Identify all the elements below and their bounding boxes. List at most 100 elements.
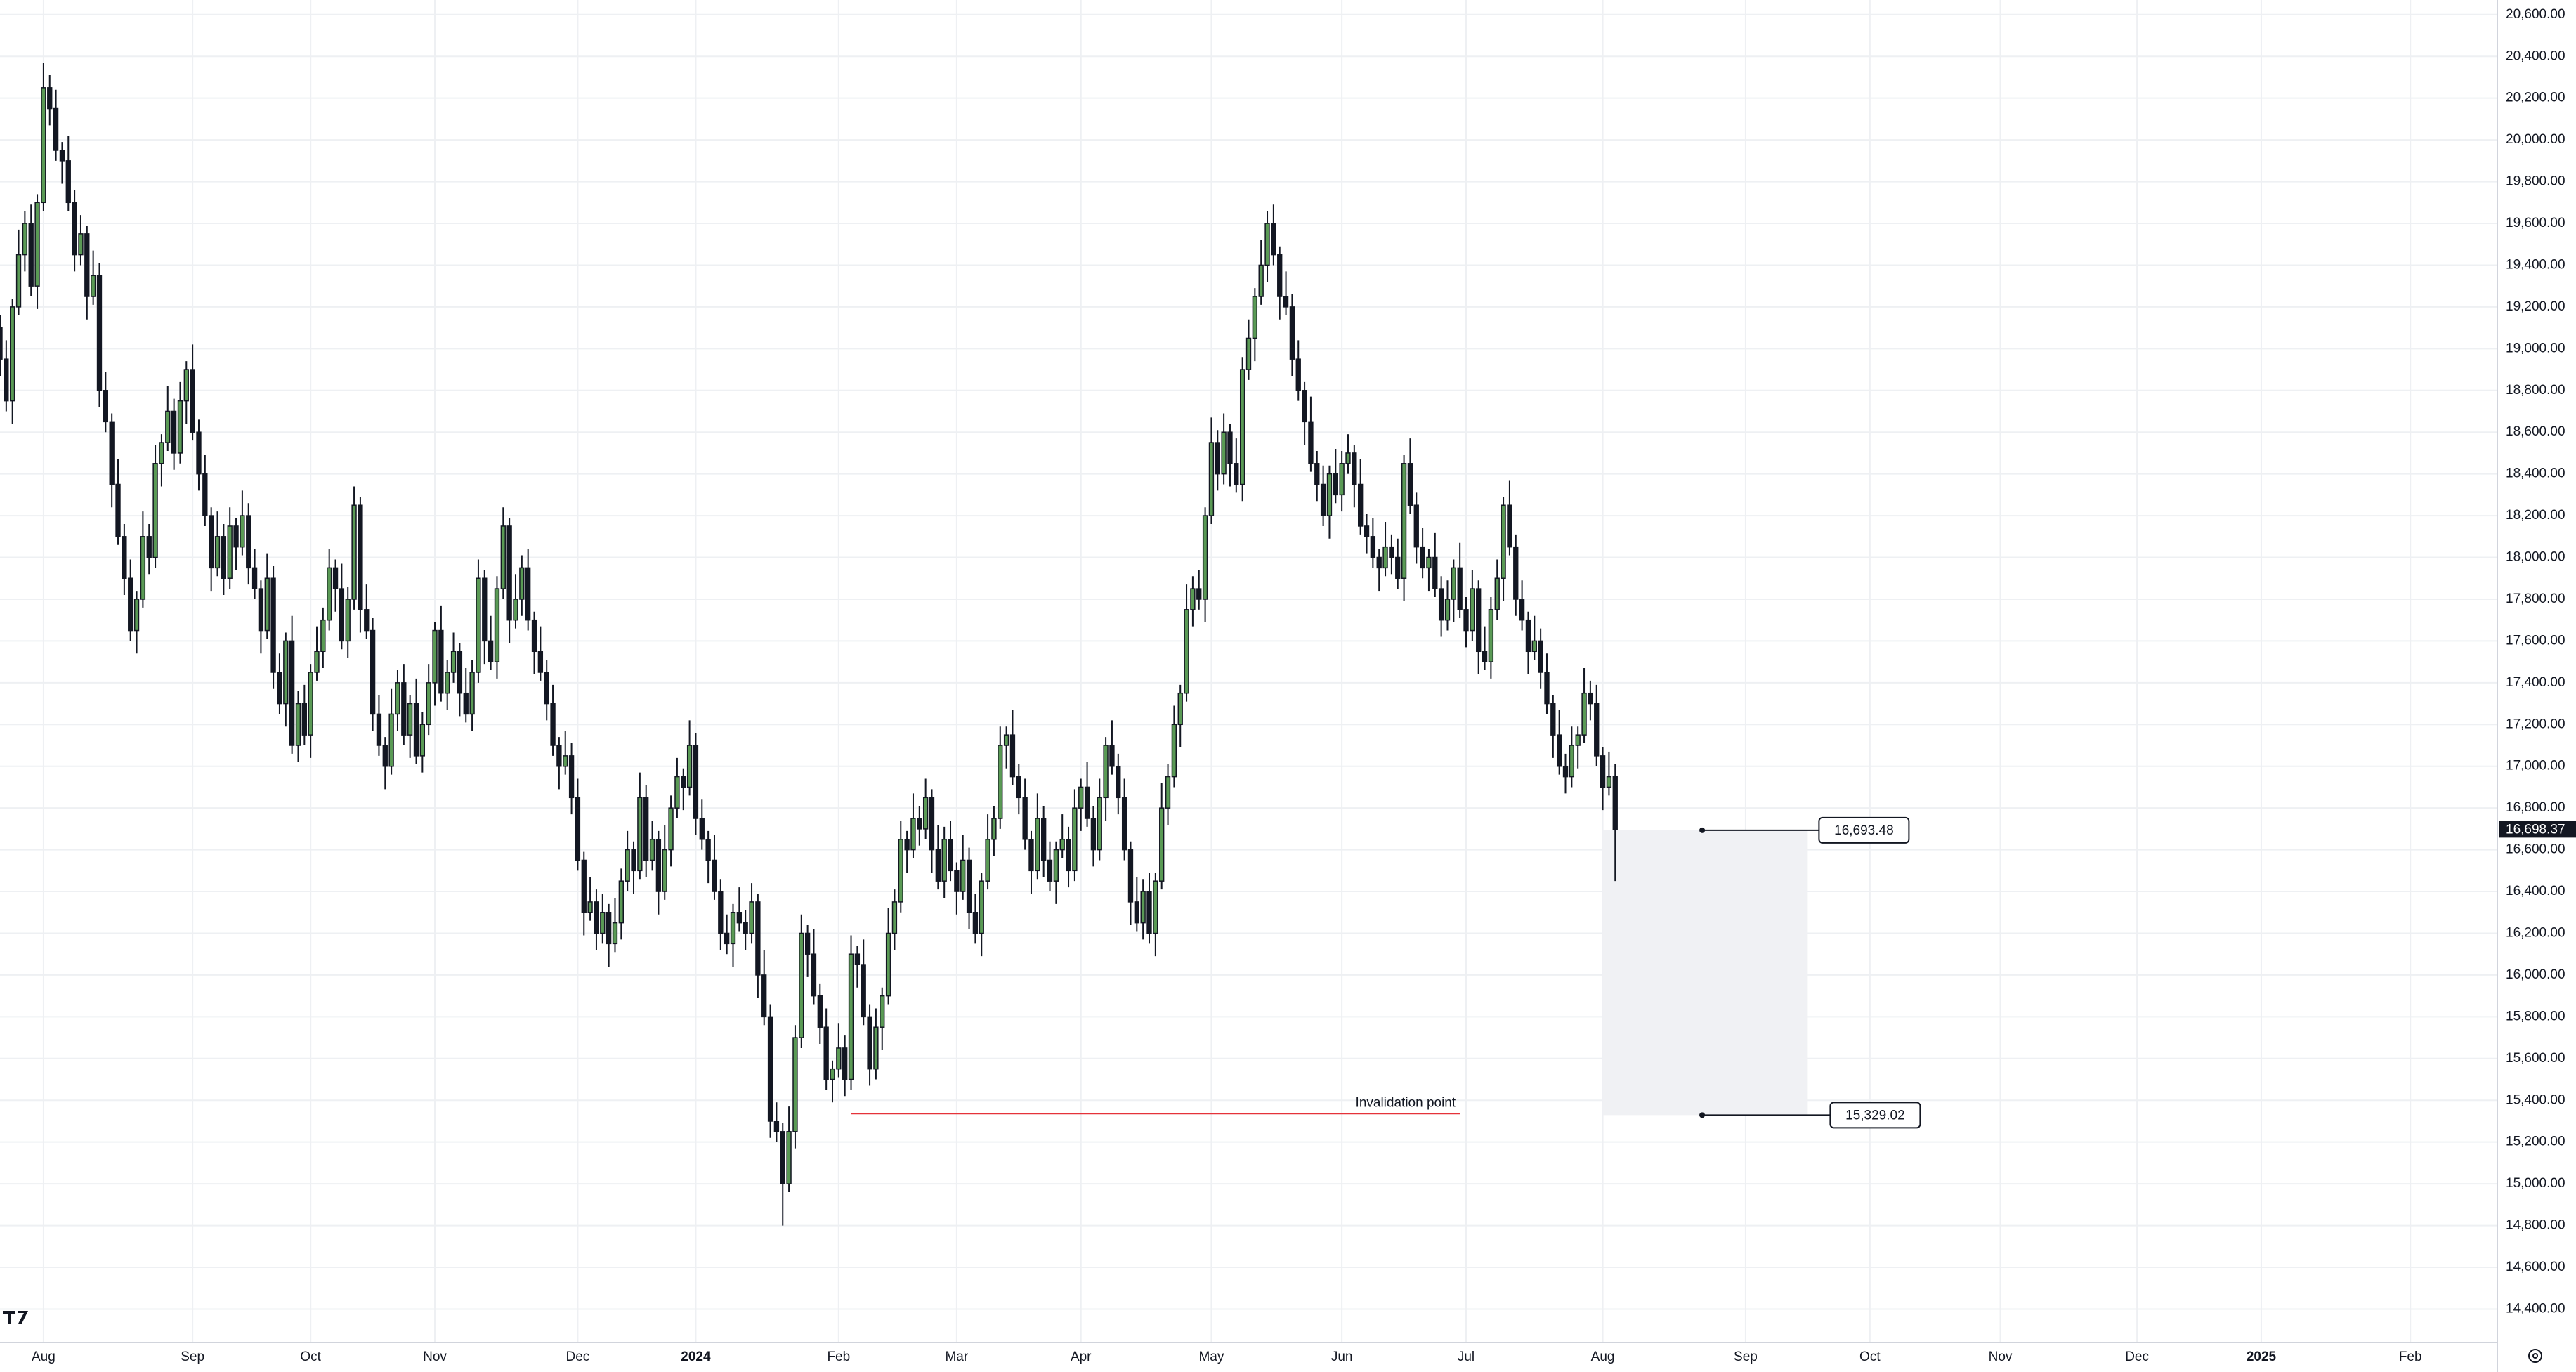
candle-body	[1438, 588, 1444, 621]
candle-body	[1407, 463, 1413, 506]
candle-body	[1090, 818, 1097, 851]
candle-body	[1482, 651, 1488, 662]
candle-body	[767, 1016, 773, 1122]
candle-body	[1184, 609, 1189, 694]
candle-body	[705, 838, 711, 861]
candle-body	[351, 504, 357, 600]
candle-body	[1165, 776, 1171, 809]
candle-body	[258, 588, 264, 632]
candle-body	[438, 629, 444, 694]
candle-body	[922, 797, 929, 830]
candle-body	[115, 483, 121, 537]
candle-body	[72, 202, 77, 256]
candle-body	[10, 306, 15, 402]
candle-body	[1022, 797, 1028, 840]
candle-body	[1519, 599, 1525, 621]
candle-body	[1146, 891, 1152, 934]
settings-gear-hub[interactable]	[2532, 1353, 2538, 1359]
candle-body	[1370, 536, 1376, 558]
settings-gear[interactable]	[2528, 1349, 2542, 1363]
candle-body	[34, 202, 40, 287]
candle-body	[600, 912, 606, 934]
x-tick-label: Apr	[1071, 1350, 1092, 1364]
candle-body	[1016, 776, 1021, 799]
candle-body	[376, 713, 382, 746]
candle-body	[1451, 567, 1456, 600]
candle-body	[1153, 880, 1158, 934]
candle-body	[327, 567, 332, 621]
candle-body	[1035, 818, 1040, 872]
candle-body	[1227, 431, 1233, 464]
candle-body	[525, 567, 531, 621]
settings-icon[interactable]	[2528, 1349, 2542, 1363]
candle-body	[103, 390, 109, 423]
candle-body	[662, 849, 667, 892]
candle-body	[873, 1026, 879, 1070]
candle-body	[1531, 640, 1537, 653]
candle-body	[96, 275, 103, 391]
candle-body	[1550, 703, 1556, 736]
y-tick-label: 16,600.00	[2506, 842, 2565, 857]
candle-body	[1507, 504, 1512, 548]
candle-body	[133, 599, 140, 632]
candle-body	[1476, 588, 1482, 653]
candle-body	[1376, 556, 1382, 569]
candle-body	[308, 672, 313, 736]
candle-body	[531, 619, 537, 653]
candle-body	[65, 160, 71, 204]
candle-body	[221, 536, 227, 579]
axes: 14,400.00 14,600.00 14,800.00 15,000.00 15,2…	[32, 7, 2576, 1364]
candle-body	[1569, 745, 1575, 778]
x-tick-label: Oct	[1859, 1350, 1881, 1364]
candle-body	[277, 672, 282, 705]
candle-body	[799, 932, 804, 1038]
candle-body	[960, 859, 966, 892]
x-tick-label: Feb	[827, 1350, 850, 1364]
candle-body	[966, 859, 972, 913]
candle-body	[314, 651, 320, 673]
candle-body	[482, 577, 488, 642]
candle-body	[419, 724, 426, 757]
candle-body	[1463, 609, 1469, 632]
candle-body	[22, 223, 28, 256]
candle-body	[736, 912, 743, 924]
candle-body	[1538, 640, 1543, 673]
candle-body	[388, 713, 394, 767]
position-dot	[1699, 827, 1706, 833]
candle-body	[979, 880, 984, 934]
candle-body	[544, 672, 549, 705]
candle-body	[836, 1047, 842, 1070]
x-tick-label: Jun	[1331, 1350, 1353, 1364]
y-tick-label: 20,200.00	[2506, 91, 2565, 105]
x-tick-label: Dec	[566, 1350, 590, 1364]
candle-body	[1190, 588, 1196, 610]
candle-body	[1395, 556, 1401, 579]
candle-body	[898, 838, 903, 903]
candle-body	[773, 1121, 780, 1132]
candle-body	[59, 150, 65, 162]
candle-body	[1202, 515, 1208, 600]
candle-body	[339, 588, 345, 642]
candle-body	[1084, 786, 1090, 819]
candle-body	[581, 859, 587, 913]
candle-body	[954, 870, 960, 892]
candle-body	[1221, 431, 1227, 475]
y-tick-label: 18,600.00	[2506, 424, 2565, 439]
candle-body	[792, 1037, 798, 1132]
candle-body	[743, 922, 748, 934]
x-tick-label: Nov	[1989, 1350, 2013, 1364]
candle-body	[594, 901, 599, 934]
candle-body	[1594, 703, 1600, 757]
candle-body	[1308, 421, 1314, 464]
candle-body	[854, 953, 861, 965]
candle-body	[786, 1131, 792, 1184]
candle-body	[246, 515, 251, 569]
candle-body	[413, 703, 419, 757]
x-tick-label: 2024	[681, 1350, 711, 1364]
y-tick-label: 19,000.00	[2506, 341, 2565, 355]
candle-body	[1432, 556, 1438, 589]
candle-body	[941, 838, 947, 882]
x-tick-label: Feb	[2399, 1350, 2422, 1364]
x-tick-label: 2025	[2247, 1350, 2277, 1364]
candle-body	[214, 536, 221, 569]
